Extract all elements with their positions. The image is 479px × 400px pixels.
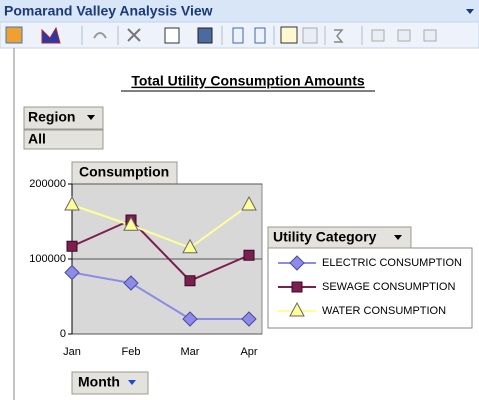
- legend-label: SEWAGE CONSUMPTION: [322, 281, 455, 293]
- data-point: [64, 264, 80, 281]
- legend-marker: [291, 281, 303, 293]
- y-tick-label: 0: [60, 328, 66, 340]
- filter-button[interactable]: [23, 106, 104, 130]
- y-tick-label: 200000: [29, 178, 66, 190]
- icon-grid[interactable]: [197, 27, 213, 44]
- series-line: [71, 204, 250, 249]
- legend-marker: [289, 301, 305, 317]
- data-point: [64, 195, 80, 211]
- icon-undo[interactable]: [93, 32, 107, 39]
- series-field-label: Utility Category: [273, 229, 377, 245]
- icon-clear[interactable]: [127, 28, 141, 42]
- icon-top[interactable]: [302, 27, 318, 44]
- data-point: [241, 195, 257, 211]
- legend-label: ELECTRIC CONSUMPTION: [322, 257, 462, 269]
- toolbar-icons[interactable]: [5, 26, 437, 45]
- icon-fields[interactable]: [371, 29, 385, 42]
- legend-marker: [289, 255, 305, 271]
- series-field-button[interactable]: [267, 226, 412, 249]
- data-point: [184, 275, 196, 287]
- icon-sort-asc[interactable]: [232, 27, 244, 44]
- icon-sum[interactable]: [334, 29, 344, 43]
- window-menu-arrow[interactable]: [466, 9, 474, 14]
- filter-label: Region: [28, 109, 75, 125]
- data-point: [182, 238, 198, 254]
- x-tick-label: Mar: [181, 346, 200, 358]
- data-point: [123, 216, 139, 231]
- data-point: [123, 275, 139, 291]
- window-title: Pomarand Valley Analysis View: [4, 3, 213, 19]
- dropdown-arrow: [87, 115, 95, 120]
- title-bar: [0, 0, 479, 22]
- icon-filter[interactable]: [280, 26, 298, 44]
- icon-collapse[interactable]: [423, 29, 437, 42]
- icon-list[interactable]: [164, 27, 180, 44]
- icon-sort-desc[interactable]: [254, 27, 266, 44]
- category-field-label: Month: [78, 374, 120, 390]
- x-tick-label: Jan: [63, 346, 81, 358]
- icon-layout[interactable]: [5, 26, 23, 44]
- legend-label: WATER CONSUMPTION: [322, 305, 446, 317]
- data-point: [182, 311, 198, 327]
- dropdown-arrow: [128, 380, 136, 385]
- category-field-button[interactable]: [71, 371, 149, 395]
- filter-value-box[interactable]: [23, 129, 104, 150]
- data-point: [66, 240, 78, 252]
- data-field-label: Consumption: [79, 164, 169, 180]
- series-line: [71, 218, 250, 282]
- y-tick-label: 100000: [29, 253, 66, 265]
- data-point: [241, 311, 257, 327]
- x-tick-label: Feb: [122, 346, 141, 358]
- series-line: [71, 271, 249, 320]
- data-point: [243, 249, 255, 261]
- x-tick-label: Apr: [240, 346, 257, 358]
- chart-title: Total Utility Consumption Amounts: [131, 73, 365, 89]
- dropdown-arrow: [394, 235, 402, 240]
- icon-expand[interactable]: [397, 29, 411, 42]
- filter-value: All: [28, 131, 46, 147]
- icon-chart[interactable]: [41, 26, 61, 44]
